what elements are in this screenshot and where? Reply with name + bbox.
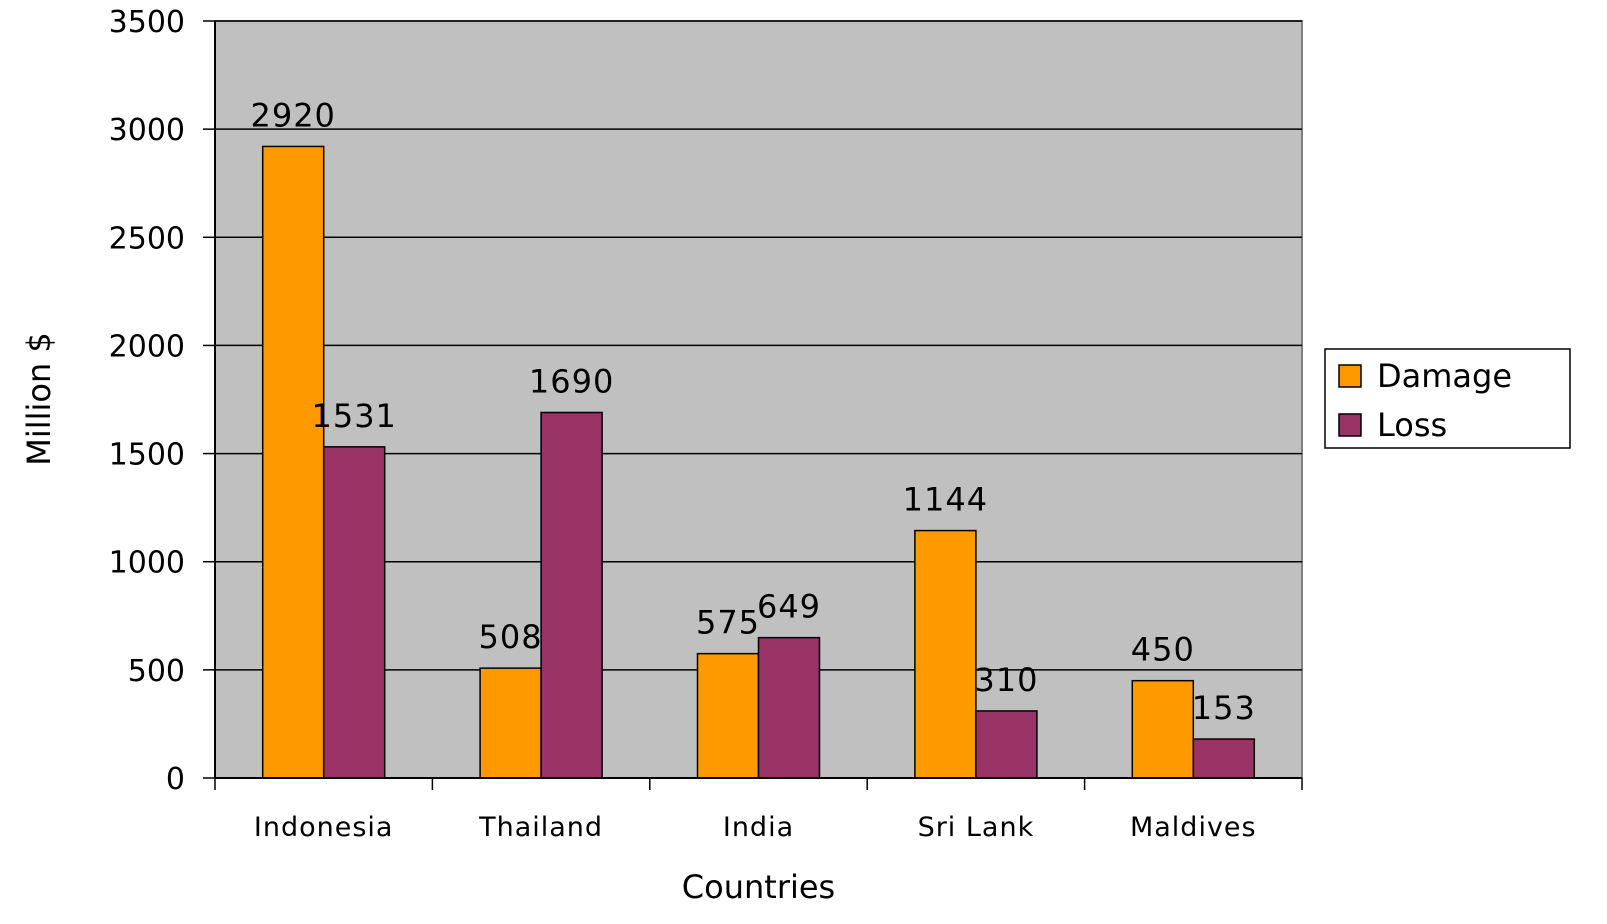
y-tick-label: 3500 <box>109 5 185 40</box>
bar-damage-maldives <box>1131 679 1195 779</box>
x-tick-label: Thailand <box>478 812 603 843</box>
data-label: 450 <box>1131 631 1195 669</box>
x-tick-label: Sri Lank <box>918 812 1035 843</box>
data-label: 310 <box>974 661 1038 699</box>
data-label: 1531 <box>311 397 396 435</box>
bar-loss-sri-lank <box>975 710 1038 779</box>
x-axis-title: Countries <box>682 868 835 906</box>
legend-box <box>1324 348 1571 449</box>
bar-damage-thailand <box>479 667 542 779</box>
y-axis-title: Million $ <box>20 332 58 466</box>
bar-loss-thailand <box>540 411 603 779</box>
x-tick-label: Indonesia <box>254 812 394 843</box>
y-tick-label: 1500 <box>109 438 185 473</box>
data-label: 2920 <box>250 96 335 134</box>
data-label: 649 <box>757 588 821 626</box>
legend-label-loss: Loss <box>1377 406 1447 444</box>
data-label: 1690 <box>529 362 614 400</box>
legend: Damage Loss <box>1324 348 1571 449</box>
bar-damage-indonesia <box>261 145 325 779</box>
x-tick-label: Maldives <box>1130 812 1257 843</box>
data-label: 508 <box>479 618 543 656</box>
bar-damage-india <box>696 652 760 779</box>
y-tick-labels: 0 500 1000 1500 2000 2500 3000 3500 <box>109 5 185 797</box>
bar-damage-sri-lank <box>914 529 977 779</box>
gridlines <box>215 20 1302 671</box>
legend-label-damage: Damage <box>1377 357 1512 395</box>
bar-loss-india <box>757 636 821 779</box>
y-tick-label: 3000 <box>109 113 185 148</box>
legend-swatch-damage <box>1338 364 1362 388</box>
x-tick-label: India <box>723 812 794 843</box>
y-tick-label: 500 <box>128 654 185 689</box>
x-tick-labels: Indonesia Thailand India Sri Lank Maldives <box>254 812 1257 843</box>
bar-loss-indonesia <box>322 446 386 779</box>
legend-swatch-loss <box>1338 413 1362 437</box>
y-tick-label: 0 <box>166 762 185 797</box>
y-tick-label: 1000 <box>109 546 185 581</box>
y-tick-label: 2500 <box>109 221 185 256</box>
y-tick-label: 2000 <box>109 329 185 364</box>
data-label: 153 <box>1192 689 1256 727</box>
bars <box>261 145 1256 779</box>
data-label: 1144 <box>903 481 988 519</box>
bar-loss-maldives <box>1192 738 1256 779</box>
axes <box>203 20 1303 790</box>
data-label: 575 <box>696 604 760 642</box>
